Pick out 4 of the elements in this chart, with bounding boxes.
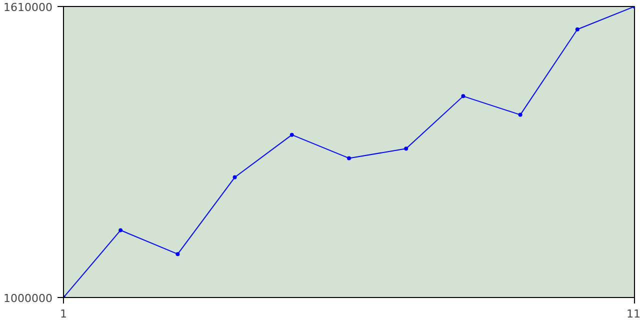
x-tick-label: 1 (60, 308, 67, 320)
x-tick-label: 11 (626, 308, 640, 320)
y-tick-label: 1610000 (4, 1, 53, 14)
y-tick-label: 1000000 (4, 292, 53, 305)
